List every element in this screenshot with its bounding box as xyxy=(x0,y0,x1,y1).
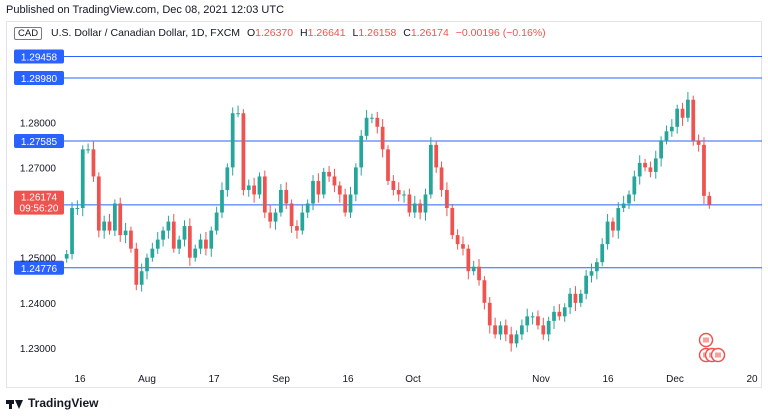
high-label: H xyxy=(300,27,308,39)
symbol-title: U.S. Dollar / Canadian Dollar, 1D, FXCM xyxy=(50,27,241,39)
published-caption: Published on TradingView.com, Dec 08, 20… xyxy=(6,4,285,16)
symbol-badge[interactable]: CAD xyxy=(14,27,43,40)
high-value: 1.26641 xyxy=(307,27,346,39)
tradingview-logo-icon xyxy=(6,398,24,409)
low-value: 1.26158 xyxy=(358,27,397,39)
footer-brand: TradingView xyxy=(28,396,99,410)
change-value: −0.00196 (−0.16%) xyxy=(455,27,546,39)
close-value: 1.26174 xyxy=(410,27,449,39)
close-label: C xyxy=(403,27,411,39)
chart-frame xyxy=(6,21,762,388)
footer[interactable]: TradingView xyxy=(6,396,98,410)
open-value: 1.26370 xyxy=(255,27,294,39)
chart-legend: CAD U.S. Dollar / Canadian Dollar, 1D, F… xyxy=(14,27,546,40)
open-label: O xyxy=(246,27,256,39)
low-label: L xyxy=(352,27,359,39)
